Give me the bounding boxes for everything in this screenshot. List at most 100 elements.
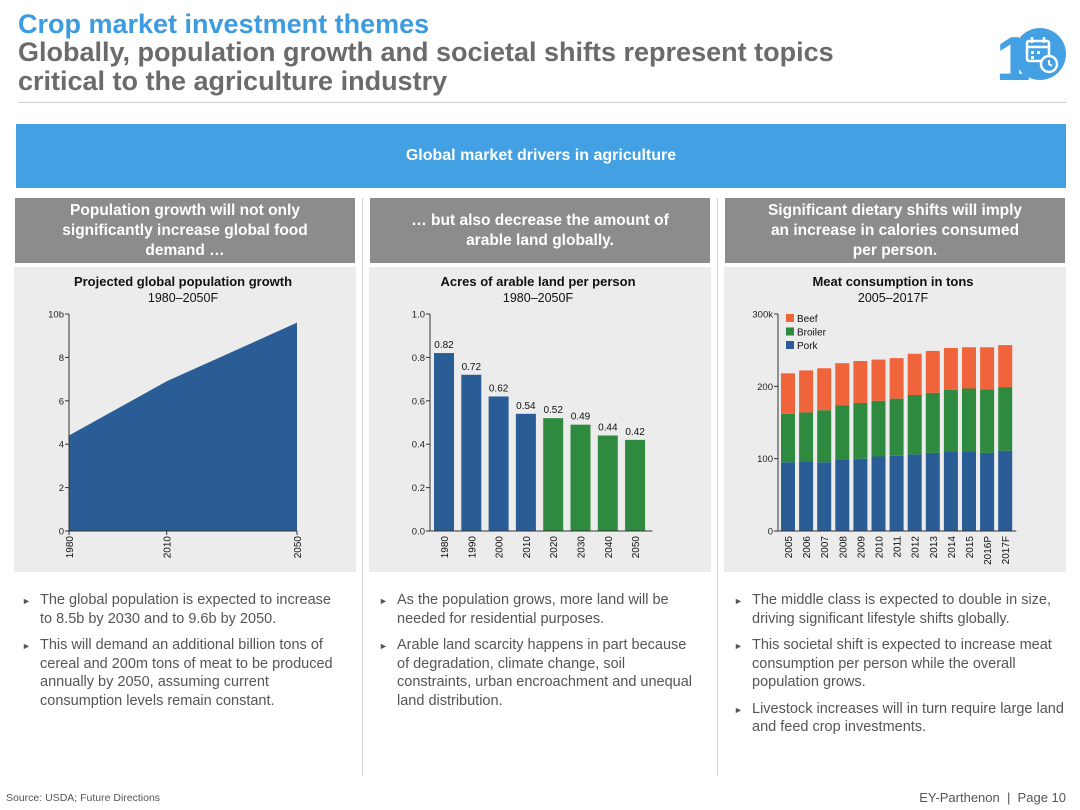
list-item: ► The middle class is expected to double … [732, 591, 1066, 628]
column-heading-arable-land: … but also decrease the amount of arable… [370, 198, 710, 263]
bar-pork-2009 [853, 458, 868, 531]
y-tick-label: 300k [752, 310, 773, 321]
bar-pork-2010 [871, 456, 886, 531]
x-tick-label: 2011 [893, 536, 904, 558]
arable-land-bullet-list: ► As the population grows, more land will… [377, 591, 699, 718]
column-heading-text: Population growth will not only signific… [62, 201, 308, 259]
bar-broiler-2012 [907, 395, 922, 455]
bullet-arrow-icon: ► [22, 641, 31, 651]
bar-broiler-2013 [925, 392, 940, 453]
bar-beef-2011 [889, 358, 904, 399]
x-tick-label: 2030 [577, 536, 588, 559]
bullet-text: Arable land scarcity happens in part bec… [397, 637, 693, 709]
bullet-text: This will demand an additional billion t… [40, 637, 333, 709]
bar-2050 [625, 439, 646, 531]
bullet-arrow-icon: ► [379, 641, 388, 651]
page-subtitle: Globally, population growth and societal… [18, 37, 834, 96]
bar-broiler-2009 [853, 402, 868, 459]
y-tick-label: 100 [757, 454, 773, 465]
y-tick-label: 10b [48, 310, 64, 321]
bar-pork-2016P [980, 452, 995, 531]
y-tick-label: 8 [59, 353, 64, 364]
bar-broiler-2010 [871, 400, 886, 457]
data-label: 0.44 [598, 423, 618, 434]
bullet-text: This societal shift is expected to incre… [752, 637, 1052, 690]
meat-consumption-chart-panel: Meat consumption in tons 2005–2017F 2005 20… [724, 267, 1066, 572]
data-label: 0.62 [489, 383, 509, 394]
bar-beef-2012 [907, 353, 922, 396]
x-tick-label: 1980 [65, 536, 76, 559]
y-tick-label: 4 [59, 440, 64, 451]
y-tick-label: 200 [757, 382, 773, 393]
y-tick-label: 0 [59, 527, 64, 538]
column-divider [717, 198, 718, 776]
page-title: Crop market investment themes [18, 9, 430, 39]
x-tick-label: 2008 [838, 536, 849, 559]
bar-pork-2017F [998, 450, 1013, 531]
bar-broiler-2015 [962, 388, 976, 452]
bar-beef-2007 [817, 368, 832, 411]
y-tick-label: 0.4 [412, 440, 425, 451]
bar-beef-2017F [998, 345, 1013, 388]
x-tick-label: 2010 [875, 536, 886, 559]
banner-label: Global market drivers in agriculture [405, 147, 677, 164]
column-heading-text: … but also decrease the amount of arable… [411, 211, 669, 249]
bullet-arrow-icon: ► [379, 596, 388, 606]
bar-beef-2016P [980, 347, 995, 390]
bar-beef-2010 [871, 359, 886, 401]
column-heading-population: Population growth will not only signific… [15, 198, 355, 263]
page-badge: 1 [996, 25, 1066, 88]
chart-subtitle: 1980–2050F [148, 291, 219, 305]
drivers-banner: Global market drivers in agriculture [16, 124, 1066, 188]
x-tick-label: 2009 [856, 536, 867, 559]
title-divider [18, 102, 1066, 103]
chart-title: Acres of arable land per person [440, 274, 635, 289]
bullet-text: The global population is expected to inc… [40, 592, 331, 627]
chart-title: Projected global population growth [74, 274, 292, 289]
column-divider [362, 198, 363, 776]
bar-beef-2005 [781, 373, 795, 414]
calendar-clock-icon [1014, 28, 1066, 80]
x-tick-label: 1980 [440, 536, 451, 559]
legend-swatch-beef [786, 314, 794, 322]
x-tick-label: 2007 [820, 536, 831, 559]
y-tick-label: 1.0 [412, 310, 425, 321]
column-heading-text: Significant dietary shifts will imply an… [767, 201, 1023, 259]
bar-pork-2007 [817, 462, 832, 531]
bar-pork-2015 [962, 451, 976, 531]
bar-broiler-2011 [889, 398, 904, 456]
list-item: ► Livestock increases will in turn requir… [732, 700, 1066, 737]
bullet-arrow-icon: ► [734, 704, 743, 715]
source-note: Source: USDA; Future Directions [6, 792, 161, 804]
arable-land-chart-panel: Acres of arable land per person 1980–2050… [369, 267, 711, 572]
x-tick-label: 2014 [947, 536, 958, 559]
bar-1980 [434, 353, 454, 531]
bar-broiler-2006 [799, 412, 814, 462]
bar-broiler-2014 [943, 389, 958, 452]
legend-label: Beef [797, 314, 818, 325]
x-tick-label: 2000 [495, 536, 506, 559]
population-bullet-list: ► The global population is expected to in… [20, 591, 342, 718]
legend-swatch-pork [786, 341, 794, 349]
data-label: 0.52 [543, 405, 563, 416]
chart-subtitle: 1980–2050F [503, 291, 574, 305]
bar-broiler-2016P [980, 389, 995, 453]
bullet-text: The middle class is expected to double i… [752, 592, 1052, 627]
bullet-arrow-icon: ► [734, 596, 743, 606]
bar-2030 [570, 424, 591, 531]
bar-pork-2014 [943, 451, 958, 531]
y-tick-label: 0.8 [412, 353, 425, 364]
x-tick-label: 2016P [983, 536, 994, 565]
x-tick-label: 2015 [965, 536, 976, 559]
list-item: ► The global population is expected to in… [20, 591, 342, 628]
population-area-chart: Projected global population growth 1980–2… [48, 274, 304, 559]
bullet-arrow-icon: ► [734, 641, 743, 651]
y-tick-label: 6 [59, 396, 64, 407]
bar-2020 [543, 418, 564, 531]
bar-2040 [597, 435, 618, 531]
bar-beef-2013 [925, 350, 940, 393]
x-tick-label: 2017F [1001, 536, 1012, 564]
chart-title: Meat consumption in tons [812, 274, 973, 289]
bullet-arrow-icon: ► [22, 596, 31, 606]
arable-land-bar-chart: Acres of arable land per person 1980–2050… [412, 274, 653, 559]
